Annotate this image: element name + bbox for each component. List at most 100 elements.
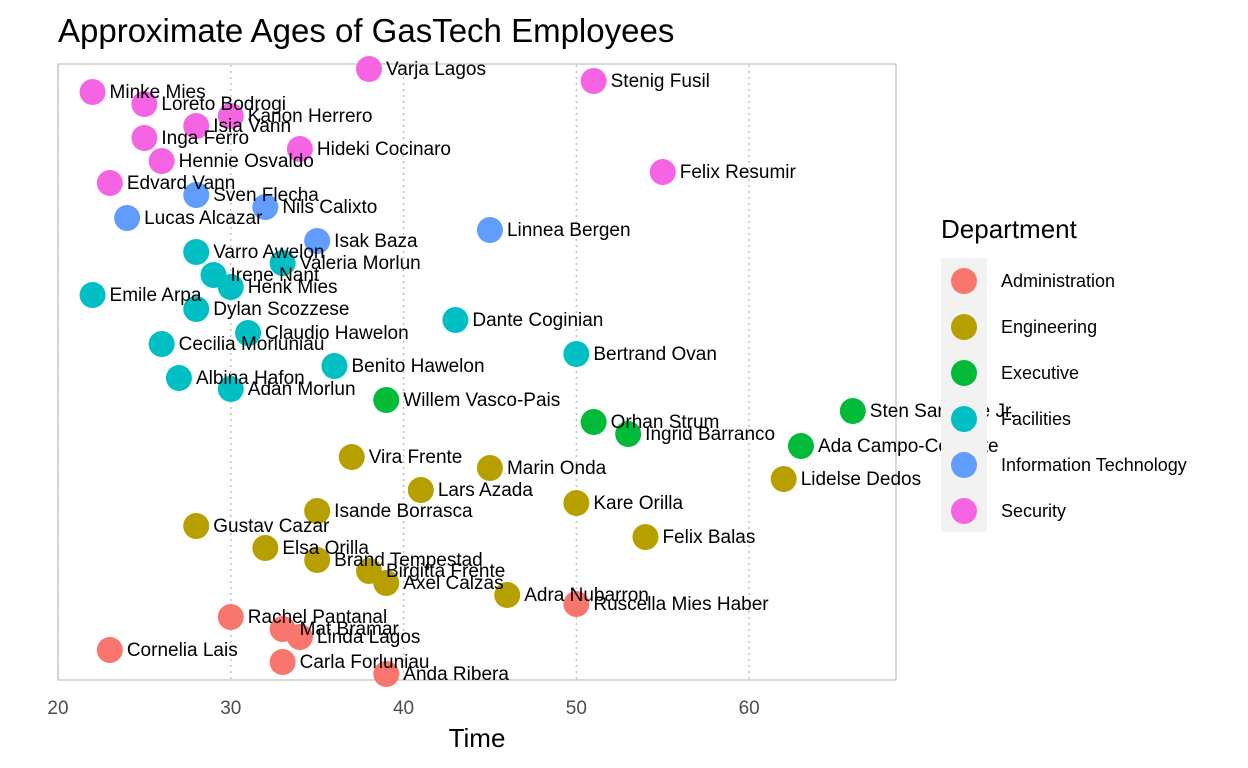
legend-key bbox=[951, 452, 977, 478]
data-point bbox=[96, 637, 123, 663]
data-point bbox=[632, 524, 659, 550]
point-label: Stenig Fusil bbox=[611, 71, 710, 92]
point-label: Lidelse Dedos bbox=[801, 469, 921, 490]
data-point bbox=[304, 498, 331, 524]
point-label: Axel Calzas bbox=[403, 573, 503, 594]
data-point bbox=[183, 182, 210, 208]
data-point bbox=[235, 320, 262, 346]
point-label: Brand Tempestad bbox=[334, 550, 483, 571]
data-point bbox=[476, 455, 503, 481]
point-label: Loreto Bodrogi bbox=[161, 94, 286, 115]
data-point bbox=[286, 136, 313, 162]
point-label: Irene Nant bbox=[231, 265, 320, 286]
point-label: Lars Azada bbox=[438, 480, 533, 501]
point-label: Dante Coginian bbox=[472, 310, 603, 331]
legend-key bbox=[951, 360, 977, 386]
point-label: Ingrid Barranco bbox=[645, 424, 775, 445]
data-point bbox=[563, 591, 590, 617]
legend: Department Administration Engineering Exec… bbox=[941, 214, 1187, 532]
data-point bbox=[373, 387, 400, 413]
point-label: Valeria Morlun bbox=[300, 253, 421, 274]
data-point bbox=[217, 604, 244, 630]
data-point bbox=[373, 661, 400, 687]
point-label: Vira Frente bbox=[369, 447, 463, 468]
point-label: Benito Hawelon bbox=[351, 356, 484, 377]
data-point bbox=[304, 547, 331, 573]
point-label: Kanon Herrero bbox=[248, 106, 373, 127]
point-label: Marin Onda bbox=[507, 458, 607, 479]
point-label: Emile Arpa bbox=[110, 285, 202, 306]
legend-key bbox=[951, 498, 977, 524]
data-point bbox=[304, 228, 331, 254]
point-label: Nils Calixto bbox=[282, 197, 377, 218]
data-point bbox=[131, 125, 158, 151]
point-label: Lucas Alcazar bbox=[144, 208, 263, 229]
point-label: Dylan Scozzese bbox=[213, 299, 349, 320]
x-tick-label-20: 20 bbox=[47, 698, 68, 719]
data-point bbox=[563, 490, 590, 516]
data-point bbox=[183, 113, 210, 139]
data-points bbox=[79, 56, 866, 687]
x-axis-title: Time bbox=[449, 723, 506, 753]
data-point bbox=[476, 217, 503, 243]
point-label: Albina Hafon bbox=[196, 368, 305, 389]
point-label: Isande Borrasca bbox=[334, 501, 473, 522]
point-label: Cornelia Lais bbox=[127, 640, 238, 661]
point-label: Mat Bramar bbox=[300, 619, 400, 640]
point-label: Hennie Osvaldo bbox=[179, 151, 314, 172]
point-label: Claudio Hawelon bbox=[265, 323, 409, 344]
data-point bbox=[649, 159, 676, 185]
data-point bbox=[407, 477, 434, 503]
data-point bbox=[217, 103, 244, 129]
point-label: Edvard Vann bbox=[127, 173, 235, 194]
data-point bbox=[615, 421, 642, 447]
point-label: Ruscella Mies Haber bbox=[593, 594, 769, 615]
data-point bbox=[183, 239, 210, 265]
data-point bbox=[165, 365, 192, 391]
point-label: Adra Nubarron bbox=[524, 585, 649, 606]
legend-key bbox=[951, 268, 977, 294]
legend-label: Facilities bbox=[1001, 409, 1071, 429]
data-point bbox=[217, 274, 244, 300]
data-point bbox=[580, 68, 607, 94]
point-label: Orhan Strum bbox=[611, 412, 720, 433]
legend-key bbox=[951, 406, 977, 432]
point-label: Hideki Cocinaro bbox=[317, 139, 451, 160]
data-point bbox=[148, 331, 175, 357]
chart-title: Approximate Ages of GasTech Employees bbox=[58, 12, 674, 49]
data-point bbox=[286, 624, 313, 650]
data-point bbox=[338, 444, 365, 470]
data-point bbox=[787, 433, 814, 459]
data-point bbox=[770, 466, 797, 492]
data-point bbox=[183, 296, 210, 322]
data-point bbox=[356, 56, 383, 82]
point-label: Gustav Cazar bbox=[213, 516, 330, 537]
point-label: Varro Awelon bbox=[213, 242, 324, 263]
x-tick-label-40: 40 bbox=[393, 698, 414, 719]
point-label: Henk Mies bbox=[248, 277, 338, 298]
point-label: Kare Orilla bbox=[593, 493, 683, 514]
data-point bbox=[96, 170, 123, 196]
data-point bbox=[321, 353, 348, 379]
data-point bbox=[148, 148, 175, 174]
point-label: Linnea Bergen bbox=[507, 220, 631, 241]
point-label: Elsa Orilla bbox=[282, 538, 369, 559]
point-label: Isak Baza bbox=[334, 231, 418, 252]
legend-key bbox=[951, 314, 977, 340]
data-point bbox=[79, 282, 106, 308]
point-label: Minke Mies bbox=[110, 82, 206, 103]
data-point bbox=[183, 513, 210, 539]
point-label: Inga Ferro bbox=[161, 128, 249, 149]
data-point bbox=[373, 570, 400, 596]
x-axis-ticks: 20 30 40 50 60 bbox=[47, 698, 759, 719]
data-point bbox=[494, 582, 521, 608]
point-labels: Varja Lagos Stenig Fusil Minke MiesLoreto … bbox=[110, 59, 1016, 685]
point-label: Carla Forluniau bbox=[300, 652, 430, 673]
point-label: Willem Vasco-Pais bbox=[403, 390, 560, 411]
point-label: Linda Lagos bbox=[317, 627, 421, 648]
point-label: Felix Resumir bbox=[680, 162, 797, 183]
point-label: Anda Ribera bbox=[403, 664, 509, 685]
point-label: Isia Vann bbox=[213, 116, 291, 137]
legend-key-background bbox=[941, 258, 987, 532]
